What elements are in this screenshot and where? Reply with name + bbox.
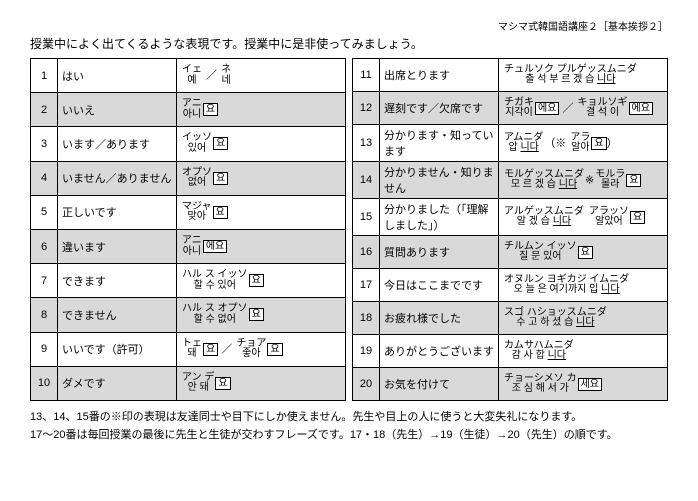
row-number: 11 bbox=[353, 59, 380, 92]
japanese-cell: 分かりました（「理解しました」） bbox=[380, 199, 499, 236]
row-number: 13 bbox=[353, 125, 380, 162]
row-number: 6 bbox=[31, 229, 58, 263]
left-row: 7できますハル ス イッソ할 수 있어요 bbox=[31, 264, 346, 298]
japanese-cell: いいです（許可） bbox=[58, 332, 177, 366]
left-row: 3います／ありますイッソ있어요 bbox=[31, 127, 346, 161]
left-row: 4いません／ありませんオプソ없어요 bbox=[31, 161, 346, 195]
japanese-cell: 今日はここまでです bbox=[380, 269, 499, 302]
footer-line-1: 13、14、15番の※印の表現は友達同士や目下にしか使えません。先生や目上の人に… bbox=[30, 409, 668, 427]
left-row: 6違いますアニ아니에요 bbox=[31, 229, 346, 263]
left-row: 1はいイェ예 ／ ネ네 bbox=[31, 59, 346, 93]
row-number: 12 bbox=[353, 92, 380, 125]
row-number: 9 bbox=[31, 332, 58, 366]
korean-cell: イッソ있어요 bbox=[177, 127, 346, 161]
korean-cell: モルゲッスムニダ모 르 겠 습 니다※モルラ몰라요 bbox=[499, 162, 668, 199]
korean-cell: アン デ안 돼요 bbox=[177, 366, 346, 400]
left-table: 1はいイェ예 ／ ネ네2いいえアニ아니요3います／ありますイッソ있어요4いません… bbox=[30, 58, 346, 401]
left-row: 9いいです（許可）トェ돼요 ／ チョア좋아요 bbox=[31, 332, 346, 366]
right-row: 18お疲れ様でしたスゴ ハショッスムニダ수 고 하 셨 습 니다 bbox=[353, 302, 668, 335]
korean-cell: アニ아니요 bbox=[177, 93, 346, 127]
japanese-cell: ダメです bbox=[58, 366, 177, 400]
row-number: 3 bbox=[31, 127, 58, 161]
footer-line-2: 17〜20番は毎回授業の最後に先生と生徒が交わすフレーズです。17・18（先生）… bbox=[30, 427, 668, 445]
row-number: 1 bbox=[31, 59, 58, 93]
left-row: 10ダメですアン デ안 돼요 bbox=[31, 366, 346, 400]
row-number: 5 bbox=[31, 195, 58, 229]
korean-cell: イェ예 ／ ネ네 bbox=[177, 59, 346, 93]
japanese-cell: ありがとうございます bbox=[380, 335, 499, 368]
japanese-cell: できません bbox=[58, 298, 177, 332]
right-row: 17今日はここまでですオヌルン ヨギカジ イムニダ오 늘 은 여기까지 입 니다 bbox=[353, 269, 668, 302]
right-row: 16質問ありますチルムン イッソ질 문 있어요 bbox=[353, 236, 668, 269]
korean-cell: チルムン イッソ질 문 있어요 bbox=[499, 236, 668, 269]
right-row: 15分かりました（「理解しました」）アルゲッスムニダ알 겠 습 니다 アラッソ알… bbox=[353, 199, 668, 236]
intro-text: 授業中によく出てくるような表現です。授業中に是非使ってみましょう。 bbox=[30, 35, 668, 52]
left-row: 2いいえアニ아니요 bbox=[31, 93, 346, 127]
row-number: 10 bbox=[31, 366, 58, 400]
korean-cell: スゴ ハショッスムニダ수 고 하 셨 습 니다 bbox=[499, 302, 668, 335]
row-number: 15 bbox=[353, 199, 380, 236]
korean-cell: オヌルン ヨギカジ イムニダ오 늘 은 여기까지 입 니다 bbox=[499, 269, 668, 302]
row-number: 19 bbox=[353, 335, 380, 368]
right-row: 20お気を付けてチョーシメソ カ조 심 해 서 가세요 bbox=[353, 368, 668, 401]
japanese-cell: できます bbox=[58, 264, 177, 298]
row-number: 4 bbox=[31, 161, 58, 195]
korean-cell: アムニダ압 니다（※ アラ알아요） bbox=[499, 125, 668, 162]
japanese-cell: 正しいです bbox=[58, 195, 177, 229]
row-number: 17 bbox=[353, 269, 380, 302]
korean-cell: ハル ス オプソ할 수 없어요 bbox=[177, 298, 346, 332]
row-number: 8 bbox=[31, 298, 58, 332]
japanese-cell: 出席とります bbox=[380, 59, 499, 92]
japanese-cell: いいえ bbox=[58, 93, 177, 127]
row-number: 18 bbox=[353, 302, 380, 335]
korean-cell: トェ돼요 ／ チョア좋아요 bbox=[177, 332, 346, 366]
row-number: 20 bbox=[353, 368, 380, 401]
korean-cell: アニ아니에요 bbox=[177, 229, 346, 263]
japanese-cell: 違います bbox=[58, 229, 177, 263]
korean-cell: アルゲッスムニダ알 겠 습 니다 アラッソ알았어요 bbox=[499, 199, 668, 236]
right-table: 11出席とりますチュルソク プルゲッスムニダ출 석 부 르 겠 습 니다12遅刻… bbox=[352, 58, 668, 401]
korean-cell: マジャ맞아요 bbox=[177, 195, 346, 229]
korean-cell: チガキ지각이에요 ／ キョルソギ결 석 이에요 bbox=[499, 92, 668, 125]
korean-cell: カムサハムニダ감 사 합 니다 bbox=[499, 335, 668, 368]
japanese-cell: 分かります・知っています bbox=[380, 125, 499, 162]
footer-notes: 13、14、15番の※印の表現は友達同士や目下にしか使えません。先生や目上の人に… bbox=[30, 409, 668, 444]
japanese-cell: いません／ありません bbox=[58, 161, 177, 195]
row-number: 7 bbox=[31, 264, 58, 298]
japanese-cell: はい bbox=[58, 59, 177, 93]
header-right: マシマ式韓国語講座２［基本挨拶２］ bbox=[30, 18, 668, 33]
tables-container: 1はいイェ예 ／ ネ네2いいえアニ아니요3います／ありますイッソ있어요4いません… bbox=[30, 58, 668, 401]
japanese-cell: います／あります bbox=[58, 127, 177, 161]
japanese-cell: お気を付けて bbox=[380, 368, 499, 401]
japanese-cell: お疲れ様でした bbox=[380, 302, 499, 335]
left-row: 8できませんハル ス オプソ할 수 없어요 bbox=[31, 298, 346, 332]
japanese-cell: 遅刻です／欠席です bbox=[380, 92, 499, 125]
right-row: 12遅刻です／欠席ですチガキ지각이에요 ／ キョルソギ결 석 이에요 bbox=[353, 92, 668, 125]
right-row: 13分かります・知っていますアムニダ압 니다（※ アラ알아요） bbox=[353, 125, 668, 162]
korean-cell: チュルソク プルゲッスムニダ출 석 부 르 겠 습 니다 bbox=[499, 59, 668, 92]
right-row: 14分かりません・知りませんモルゲッスムニダ모 르 겠 습 니다※モルラ몰라요 bbox=[353, 162, 668, 199]
japanese-cell: 分かりません・知りません bbox=[380, 162, 499, 199]
right-row: 11出席とりますチュルソク プルゲッスムニダ출 석 부 르 겠 습 니다 bbox=[353, 59, 668, 92]
row-number: 14 bbox=[353, 162, 380, 199]
japanese-cell: 質問あります bbox=[380, 236, 499, 269]
korean-cell: ハル ス イッソ할 수 있어요 bbox=[177, 264, 346, 298]
row-number: 16 bbox=[353, 236, 380, 269]
right-row: 19ありがとうございますカムサハムニダ감 사 합 니다 bbox=[353, 335, 668, 368]
left-row: 5正しいですマジャ맞아요 bbox=[31, 195, 346, 229]
korean-cell: オプソ없어요 bbox=[177, 161, 346, 195]
korean-cell: チョーシメソ カ조 심 해 서 가세요 bbox=[499, 368, 668, 401]
row-number: 2 bbox=[31, 93, 58, 127]
